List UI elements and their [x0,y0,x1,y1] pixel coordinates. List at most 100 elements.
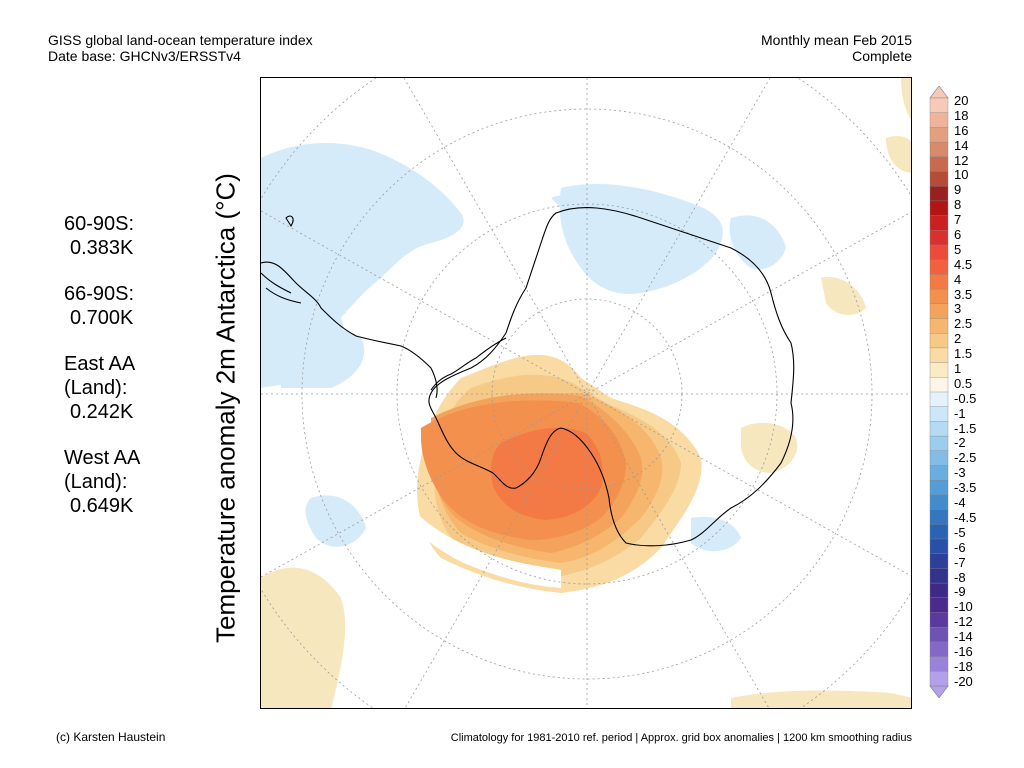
completeness-label: Complete [852,48,912,64]
colorbar-swatch [929,318,949,334]
colorbar-top-arrow [929,85,949,99]
colorbar-swatch [929,303,949,320]
colorbar-swatch [929,627,949,643]
colorbar-swatch [929,406,949,422]
antarctica-coastline [428,207,795,547]
colorbar-swatch [929,200,949,217]
map-title: GISS global land-ocean temperature index [48,32,313,48]
colorbar-swatch [929,553,949,569]
slight-warm-regions [261,78,911,708]
colorbar-tick-label: 7 [954,212,962,228]
colorbar-swatch [929,244,949,261]
colorbar-tick-label: -6 [954,539,966,555]
colorbar-swatch [929,480,949,496]
region-stats: 60-90S: 0.383K 66-90S: 0.700K East AA (L… [64,212,184,540]
colorbar-swatch [929,612,949,628]
antarctic-peninsula [430,337,507,391]
color-scale-ticks: 20 18 16 14 12 10 9 8 7 6 5 4.5 4 3.5 3 2.5 2 1.5 1 0.5 -0.5… [954,93,977,690]
colorbar-swatch [929,391,949,408]
colorbar-tick-label: -2.5 [954,450,977,466]
colorbar-swatch [929,332,949,349]
colorbar-tick-label: 16 [954,122,969,138]
stat-label-sub: (Land): [64,471,128,493]
stat-west-aa: West AA (Land): 0.649K [64,446,184,518]
colorbar-swatch [929,288,949,305]
color-scale-svg [929,85,949,699]
colorbar-tick-label: -1 [954,405,966,421]
colorbar-tick-label: -5 [954,524,966,540]
colorbar-tick-label: -7 [954,554,966,570]
stat-label: 66-90S: [64,283,135,305]
colorbar-swatch [929,230,949,246]
colorbar-swatch [929,509,949,525]
colorbar-swatch [929,597,949,613]
antarctica-anomaly-map [260,77,912,709]
colorbar-tick-label: 12 [954,152,969,168]
colorbar-tick-label: -14 [954,629,973,645]
colorbar-tick-label: -12 [954,614,973,630]
colorbar-tick-label: -3 [954,465,966,481]
colorbar-swatch [929,421,949,437]
colorbar-swatch [929,538,949,555]
colorbar-tick-label: -1.5 [954,420,977,436]
graticule [261,78,911,708]
colorbar-swatch [929,494,949,511]
stat-east-aa: East AA (Land): 0.242K [64,352,184,424]
colorbar-tick-label: 6 [954,227,962,243]
colorbar-tick-label: 2.5 [954,316,973,332]
colorbar-bottom-arrow [929,685,949,699]
colorbar-tick-label: -0.5 [954,390,977,406]
colorbar-tick-label: 2 [954,331,962,347]
colorbar-swatch [929,435,949,452]
warm-anomaly-regions [406,354,702,593]
colorbar-tick-label: 10 [954,167,969,183]
colorbar-tick-label: -3.5 [954,480,977,496]
colorbar-tick-label: -10 [954,599,973,615]
colorbar-swatch [929,141,949,158]
south-america-coast [261,261,438,399]
colorbar-tick-label: -18 [954,658,973,674]
colorbar-tick-label: -16 [954,643,973,659]
colorbar-swatch [929,156,949,173]
colorbar-swatch [929,171,949,187]
stat-value: 0.383K [70,237,134,259]
colorbar-tick-label: -8 [954,569,966,585]
south-america-tip [261,272,302,304]
color-scale-bar [929,85,949,699]
colorbar-swatch [929,582,949,599]
map-canvas [261,78,911,708]
colorbar-tick-label: 14 [954,137,969,153]
colorbar-swatch [929,362,949,378]
colorbar-swatch [929,656,949,672]
colorbar-tick-label: -4 [954,495,966,511]
stat-label: 60-90S: [64,213,135,235]
colorbar-tick-label: -4.5 [954,509,977,525]
colorbar-swatch [929,112,949,128]
stat-value: 0.700K [70,307,134,329]
colorbar-tick-label: 4 [954,271,962,287]
colorbar-swatch [929,274,949,290]
stat-label: East AA [64,353,136,375]
colorbar-swatch [929,347,949,364]
colorbar-tick-label: 3.5 [954,286,973,302]
colorbar-tick-label: 9 [954,182,962,198]
map-header-right: Monthly mean Feb 2015 Complete [761,32,912,64]
colorbar-swatch [929,465,949,481]
colorbar-swatch [929,524,949,540]
colorbar-swatch [929,450,949,466]
colorbar-tick-label: 18 [954,107,969,123]
colorbar-tick-label: 1.5 [954,346,973,362]
colorbar-swatch [929,671,949,687]
stat-label: West AA [64,447,141,469]
stat-value: 0.242K [70,401,134,423]
colorbar-swatch [929,215,949,231]
colorbar-tick-label: 4.5 [954,256,973,272]
colorbar-tick-label: 8 [954,197,962,213]
stat-label-sub: (Land): [64,377,128,399]
colorbar-swatch [929,377,949,393]
colorbar-tick-label: -2 [954,435,966,451]
colorbar-swatch [929,185,949,202]
y-axis-label: Temperature anomaly 2m Antarctica (°C) [210,173,241,643]
colorbar-swatch [929,568,949,584]
colorbar-tick-label: 20 [954,93,969,108]
